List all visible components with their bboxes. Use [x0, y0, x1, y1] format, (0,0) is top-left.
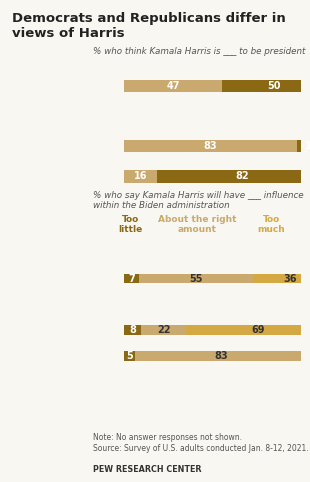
Bar: [141, 325, 187, 335]
Text: 47: 47: [166, 81, 180, 91]
Text: 16: 16: [134, 172, 148, 182]
Text: 5: 5: [126, 351, 133, 361]
Bar: [139, 274, 253, 283]
Text: % who say Kamala Harris will have ___ influence
within the Biden administration: % who say Kamala Harris will have ___ in…: [93, 191, 303, 210]
Text: 50: 50: [267, 81, 281, 91]
Bar: [307, 351, 310, 361]
Bar: [297, 140, 310, 152]
Text: 83: 83: [214, 351, 228, 361]
Text: 8: 8: [129, 325, 136, 335]
Text: 55: 55: [189, 274, 202, 283]
Bar: [124, 351, 135, 361]
Text: About the right
amount: About the right amount: [157, 215, 236, 234]
Bar: [124, 80, 222, 92]
Bar: [253, 274, 310, 283]
Text: Too
much: Too much: [258, 215, 286, 234]
Bar: [124, 325, 141, 335]
Text: 82: 82: [236, 172, 249, 182]
Bar: [222, 80, 310, 92]
Bar: [157, 171, 310, 183]
Text: 69: 69: [251, 325, 265, 335]
Text: 7: 7: [128, 274, 135, 283]
Text: 36: 36: [284, 274, 297, 283]
Bar: [124, 140, 297, 152]
Text: 83: 83: [204, 141, 217, 151]
Text: Democrats and Republicans differ in
views of Harris: Democrats and Republicans differ in view…: [12, 12, 286, 40]
Bar: [187, 325, 310, 335]
Bar: [124, 171, 157, 183]
Text: PEW RESEARCH CENTER: PEW RESEARCH CENTER: [93, 465, 202, 474]
Text: % who think Kamala Harris is ___ to be president: % who think Kamala Harris is ___ to be p…: [93, 47, 305, 56]
Text: 15: 15: [305, 141, 310, 151]
Text: Too
little: Too little: [118, 215, 143, 234]
Bar: [135, 351, 307, 361]
Text: Note: No answer responses not shown.
Source: Survey of U.S. adults conducted Jan: Note: No answer responses not shown. Sou…: [93, 433, 309, 453]
Text: 22: 22: [157, 325, 171, 335]
Bar: [124, 274, 139, 283]
